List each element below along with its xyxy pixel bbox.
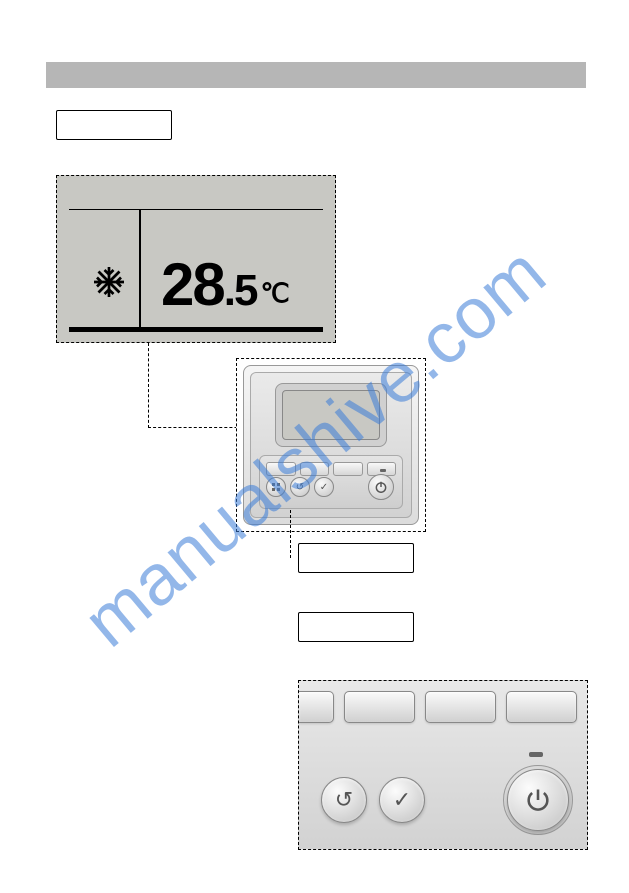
zoom-soft-button-row — [299, 691, 577, 723]
zoom-soft-button[interactable] — [506, 691, 577, 723]
snowflake-icon — [91, 264, 127, 309]
remote-inner-body: ↺ ✓ — [250, 372, 412, 518]
remote-outer-body: ↺ ✓ — [243, 365, 419, 525]
undo-icon: ↺ — [335, 787, 353, 813]
remote-device-panel: ↺ ✓ — [236, 358, 426, 532]
zoom-led-indicator — [529, 752, 543, 757]
temperature-whole: 28 — [161, 251, 224, 318]
display-top-strip — [69, 186, 323, 210]
label-box-middle — [298, 543, 414, 573]
display-zoom-panel: 28.5℃ — [56, 175, 336, 343]
check-icon: ✓ — [393, 787, 411, 813]
remote-screen-frame — [275, 383, 387, 447]
remote-screen — [282, 390, 380, 440]
zoom-soft-button[interactable] — [344, 691, 415, 723]
label-box-lower — [298, 612, 414, 642]
zoom-back-button[interactable]: ↺ — [321, 777, 367, 823]
menu-button[interactable] — [266, 477, 286, 497]
power-button[interactable] — [368, 474, 394, 500]
label-box-top — [56, 110, 172, 140]
temperature-unit: ℃ — [260, 278, 287, 308]
display-body: 28.5℃ — [69, 210, 323, 332]
power-icon — [524, 786, 552, 814]
back-button[interactable]: ↺ — [290, 477, 310, 497]
zoom-soft-button[interactable] — [425, 691, 496, 723]
header-bar — [46, 62, 586, 88]
display-divider — [139, 210, 141, 327]
remote-round-button-row: ↺ ✓ — [266, 474, 396, 500]
remote-led-indicator — [380, 469, 386, 472]
temperature-decimal: .5 — [224, 266, 257, 315]
temperature-display: 28.5℃ — [161, 250, 288, 319]
button-panel-zoom: ↺ ✓ — [298, 680, 588, 850]
remote-button-panel: ↺ ✓ — [259, 455, 403, 509]
zoom-confirm-button[interactable]: ✓ — [379, 777, 425, 823]
confirm-button[interactable]: ✓ — [314, 477, 334, 497]
zoom-power-button[interactable] — [507, 769, 569, 831]
zoom-soft-button[interactable] — [299, 691, 334, 723]
